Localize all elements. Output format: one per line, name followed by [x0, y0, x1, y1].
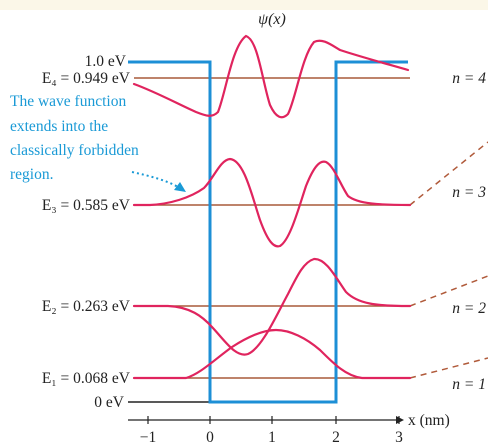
annotation-line-3: classically forbidden [10, 142, 139, 159]
annotation-arrow [131, 171, 181, 189]
dash-n3 [409, 141, 488, 206]
energy-label-e3: E₃ = 0.585 eV [42, 197, 131, 214]
n-label-3: n = 3 [452, 184, 486, 201]
x-tick-labels: −1 0 1 2 3 [140, 429, 403, 446]
wavefunction-n4 [132, 34, 410, 119]
dash-n1 [409, 357, 488, 379]
psi-label: ψ(x) [258, 11, 286, 28]
tick-label-2: 2 [332, 429, 340, 446]
left-labels: 1.0 eV E₄ = 0.949 eV E₃ = 0.585 eV E₂ = … [42, 53, 131, 411]
wavefunction-n2 [132, 257, 412, 356]
x-ticks [147, 416, 400, 424]
potential-well [128, 60, 408, 404]
tick-label-neg1: −1 [140, 429, 157, 446]
wavefunction-n1 [132, 328, 412, 380]
annotation-line-2: extends into the [10, 118, 108, 135]
well-top-label: 1.0 eV [85, 53, 127, 70]
n-label-1: n = 1 [452, 376, 486, 393]
energy-lines [134, 77, 410, 379]
n-labels: n = 4 n = 3 n = 2 n = 1 [452, 70, 486, 393]
x-axis-label: x (nm) [408, 412, 450, 429]
x-axis-arrow [396, 416, 404, 424]
tick-label-0: 0 [206, 429, 214, 446]
energy-label-e4: E₄ = 0.949 eV [42, 70, 131, 87]
energy-label-e2: E₂ = 0.263 eV [42, 298, 131, 315]
dashed-extensions [409, 141, 488, 379]
tick-label-3: 3 [395, 429, 403, 446]
top-band [0, 0, 488, 10]
annotation: The wave function extends into the class… [10, 93, 139, 183]
annotation-arrowhead [174, 182, 186, 192]
wavefunction-n3 [132, 157, 412, 248]
annotation-line-4: region. [10, 166, 53, 183]
zero-label: 0 eV [94, 394, 125, 411]
n-label-2: n = 2 [452, 300, 486, 317]
energy-label-e1: E₁ = 0.068 eV [42, 370, 131, 387]
wavefunctions [132, 34, 412, 380]
n-label-4: n = 4 [452, 70, 486, 87]
tick-label-1: 1 [268, 429, 276, 446]
annotation-line-1: The wave function [10, 93, 126, 110]
dash-n2 [409, 275, 488, 307]
